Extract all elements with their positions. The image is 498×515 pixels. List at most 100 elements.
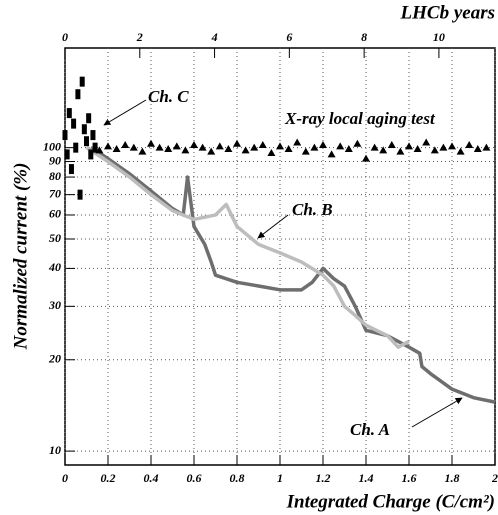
triangle-marker — [439, 143, 448, 151]
triangle-marker — [456, 147, 465, 155]
triangle-marker — [430, 146, 439, 154]
y-axis-label: Normalized current (%) — [10, 163, 31, 351]
dot-marker — [79, 76, 85, 87]
dot-marker — [75, 89, 81, 100]
y-tick-label: 90 — [49, 153, 61, 167]
triangle-marker — [319, 141, 327, 149]
x-tick-label: 0.2 — [101, 471, 116, 485]
triangle-marker — [172, 142, 181, 150]
triangle-marker — [284, 144, 293, 152]
triangle-marker — [215, 142, 224, 150]
triangle-marker — [327, 150, 336, 158]
triangle-marker — [465, 141, 474, 149]
x-tick-label: 0 — [62, 471, 68, 485]
triangle-marker — [482, 143, 491, 151]
top-tick-label: 2 — [136, 30, 143, 44]
x-tick-label: 0.8 — [230, 471, 245, 485]
series-line — [89, 146, 496, 404]
triangle-marker — [473, 144, 482, 152]
x-tick-label: 1.8 — [445, 471, 460, 485]
triangle-marker — [258, 141, 267, 149]
triangle-marker — [181, 146, 190, 154]
triangle-marker — [422, 138, 431, 146]
annotation: Ch. C — [148, 87, 189, 106]
top-tick-label: 0 — [62, 30, 68, 44]
x-tick-label: 1.6 — [402, 471, 417, 485]
triangle-marker — [233, 139, 241, 147]
x-tick-label: 1.4 — [359, 471, 374, 485]
triangle-marker — [138, 147, 147, 155]
annotation: X-ray local aging test — [284, 109, 436, 128]
triangle-marker — [207, 147, 216, 155]
top-tick-label: 8 — [361, 30, 367, 44]
dot-marker — [73, 142, 79, 153]
triangle-marker — [276, 142, 284, 150]
annotation: Ch. B — [292, 200, 333, 219]
triangle-marker — [129, 143, 138, 151]
y-tick-label: 10 — [49, 443, 61, 457]
top-tick-label: 10 — [433, 30, 445, 44]
triangle-marker — [448, 142, 456, 150]
triangle-marker — [362, 154, 370, 162]
arrow — [411, 397, 463, 428]
triangle-marker — [344, 144, 353, 152]
triangle-marker — [413, 144, 422, 152]
y-tick-label: 50 — [49, 231, 61, 245]
dot-marker — [64, 149, 70, 160]
y-tick-label: 20 — [48, 352, 61, 366]
dot-marker — [86, 113, 92, 124]
dot-marker — [77, 189, 83, 200]
dot-marker — [66, 108, 72, 119]
triangle-marker — [353, 139, 362, 147]
triangle-marker — [121, 141, 130, 149]
x-tick-label: 2 — [491, 471, 498, 485]
dot-marker — [71, 118, 77, 129]
triangle-marker — [310, 143, 319, 151]
triangle-marker — [104, 142, 112, 150]
triangle-marker — [95, 146, 104, 154]
triangle-marker — [250, 143, 259, 151]
y-tick-label: 60 — [49, 207, 61, 221]
y-tick-label: 40 — [48, 260, 61, 274]
triangle-marker — [198, 143, 207, 151]
triangle-marker — [147, 139, 155, 147]
y-tick-label: 70 — [49, 186, 61, 200]
triangle-marker — [301, 147, 310, 155]
y-tick-label: 100 — [43, 139, 61, 153]
dot-marker — [92, 142, 98, 153]
triangle-marker — [370, 143, 379, 151]
triangle-marker — [387, 141, 396, 149]
x-tick-label: 1.2 — [316, 471, 331, 485]
triangle-marker — [396, 147, 405, 155]
dot-marker — [88, 149, 94, 160]
triangle-marker — [164, 144, 173, 152]
dot-marker — [90, 130, 96, 141]
dot-marker — [68, 164, 74, 175]
triangle-marker — [155, 143, 164, 151]
arrow — [257, 214, 289, 239]
y-tick-label: 80 — [49, 169, 61, 183]
triangle-marker — [336, 142, 345, 150]
triangle-marker — [190, 141, 198, 149]
triangle-marker — [405, 142, 413, 150]
triangle-marker — [379, 146, 388, 154]
top-tick-label: 6 — [286, 30, 292, 44]
top-axis-label: LHCb years — [400, 2, 495, 23]
triangle-marker — [241, 146, 250, 154]
dot-marker — [84, 136, 89, 147]
y-tick-label: 30 — [48, 298, 61, 312]
x-tick-label: 0.4 — [144, 471, 159, 485]
arrow — [103, 99, 147, 126]
dot-marker — [81, 124, 87, 135]
triangle-marker — [224, 144, 233, 152]
triangle-marker — [293, 138, 302, 146]
triangle-marker — [267, 149, 276, 157]
dot-marker — [62, 130, 68, 141]
annotation: Ch. A — [350, 420, 390, 439]
x-tick-label: 0.6 — [187, 471, 202, 485]
x-axis-label: Integrated Charge (C/cm²) — [286, 491, 495, 512]
top-tick-label: 4 — [211, 30, 218, 44]
triangle-marker — [112, 144, 121, 152]
series-line — [85, 146, 410, 349]
